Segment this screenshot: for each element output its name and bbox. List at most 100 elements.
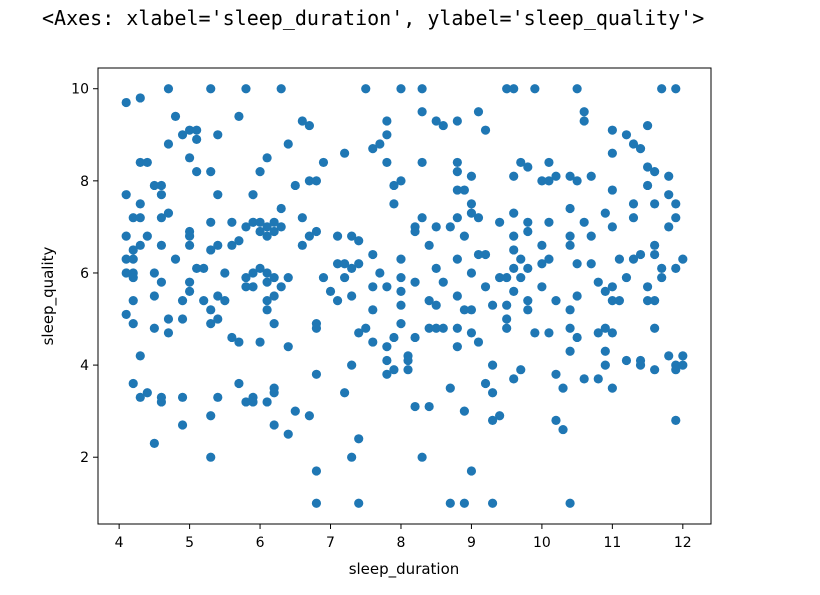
scatter-point — [586, 231, 596, 241]
scatter-point — [424, 240, 434, 250]
scatter-point — [671, 199, 681, 209]
scatter-point — [466, 268, 477, 278]
x-tick-label: 11 — [603, 535, 621, 551]
scatter-point — [417, 213, 427, 223]
scatter-point — [650, 249, 660, 260]
scatter-point — [621, 355, 632, 366]
scatter-point — [438, 120, 448, 131]
scatter-point — [664, 351, 674, 361]
scatter-point — [354, 434, 364, 444]
scatter-point — [241, 282, 251, 292]
scatter-point — [269, 291, 279, 301]
scatter-point — [502, 272, 512, 283]
scatter-point — [579, 116, 589, 126]
scatter-point — [502, 314, 512, 324]
scatter-point — [184, 231, 195, 241]
scatter-point — [607, 328, 617, 338]
scatter-point — [396, 286, 406, 296]
x-tick-label: 9 — [467, 535, 476, 551]
scatter-point — [135, 157, 145, 168]
scatter-point — [678, 351, 688, 361]
scatter-point — [431, 116, 441, 126]
scatter-point — [262, 296, 272, 306]
scatter-point — [347, 291, 357, 301]
scatter-point — [121, 231, 131, 241]
scatter-point — [206, 167, 216, 177]
scatter-point — [664, 171, 674, 181]
scatter-point — [135, 93, 145, 103]
scatter-point — [389, 199, 399, 209]
scatter-point — [184, 153, 195, 163]
scatter-point — [262, 222, 272, 232]
scatter-point — [184, 286, 195, 296]
scatter-point — [199, 296, 209, 306]
scatter-point — [452, 116, 462, 126]
scatter-point — [262, 305, 272, 315]
scatter-point — [234, 236, 244, 246]
scatter-point — [206, 319, 216, 329]
scatter-point — [516, 365, 526, 375]
scatter-point — [487, 498, 498, 508]
scatter-point — [290, 406, 300, 416]
scatter-point — [368, 305, 378, 315]
scatter-point — [509, 84, 519, 94]
scatter-point — [375, 139, 385, 149]
scatter-point — [424, 323, 434, 333]
scatter-point — [206, 452, 216, 462]
scatter-point — [487, 300, 498, 310]
scatter-point — [445, 498, 455, 508]
scatter-point — [269, 272, 279, 283]
scatter-point — [269, 226, 279, 237]
scatter-point — [340, 272, 350, 283]
x-axis-ticks: 4 5 6 7 8 9 10 11 12 — [115, 524, 692, 551]
scatter-point — [671, 263, 681, 273]
scatter-point — [671, 84, 681, 94]
scatter-point — [255, 167, 265, 177]
scatter-point — [480, 125, 491, 135]
scatter-point — [234, 111, 244, 121]
scatter-point — [621, 130, 632, 140]
scatter-point — [516, 272, 526, 283]
scatter-point — [297, 240, 307, 250]
scatter-point — [396, 272, 406, 283]
scatter-point — [347, 452, 357, 462]
scatter-point — [156, 277, 167, 287]
scatter-point — [220, 296, 230, 306]
x-tick-label: 6 — [256, 535, 265, 551]
scatter-point — [502, 323, 512, 333]
scatter-point — [495, 411, 505, 421]
scatter-point — [642, 180, 653, 191]
scatter-point — [382, 157, 392, 168]
scatter-point — [269, 217, 279, 227]
scatter-point — [452, 323, 462, 333]
scatter-point — [283, 139, 293, 149]
x-tick-label: 5 — [185, 535, 194, 551]
scatter-point — [227, 217, 237, 227]
scatter-point — [354, 498, 364, 508]
scatter-point — [671, 213, 681, 223]
scatter-point — [664, 222, 674, 232]
scatter-point — [410, 332, 420, 343]
scatter-point — [142, 231, 152, 241]
scatter-point — [304, 411, 314, 421]
scatter-point — [480, 282, 491, 292]
scatter-point — [487, 388, 498, 398]
scatter-point — [149, 323, 159, 333]
scatter-point — [311, 176, 322, 186]
scatter-point — [241, 84, 251, 94]
scatter-point — [544, 217, 554, 227]
scatter-point — [135, 351, 145, 361]
scatter-point — [565, 171, 575, 181]
scatter-point — [473, 213, 484, 223]
scatter-point — [206, 245, 216, 255]
scatter-point — [657, 263, 667, 273]
scatter-point — [516, 254, 526, 264]
scatter-point — [128, 272, 138, 283]
scatter-point — [635, 360, 646, 370]
scatter-point — [565, 323, 575, 333]
scatter-point — [628, 139, 639, 149]
scatter-point — [234, 337, 244, 347]
scatter-point — [156, 180, 167, 191]
scatter-point — [650, 365, 660, 375]
